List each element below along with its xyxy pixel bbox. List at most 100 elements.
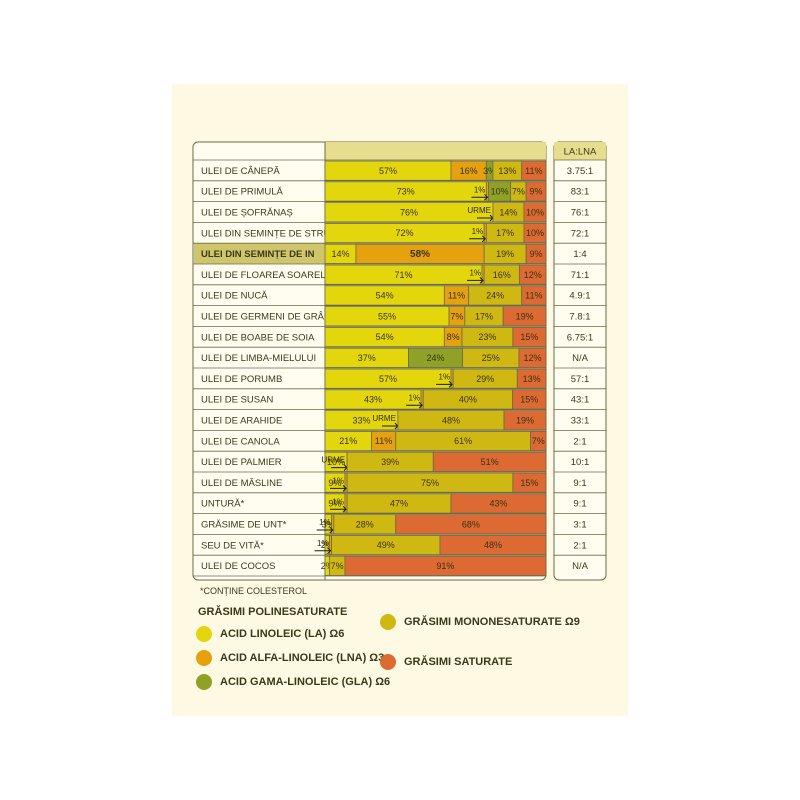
pointer-arrow — [329, 505, 347, 513]
segment-label-mono: 16% — [493, 270, 511, 280]
pointer-arrow — [406, 401, 423, 409]
small-value-label: 1% — [317, 539, 329, 548]
row-label: ULEI DE BOABE DE SOIA — [201, 332, 315, 343]
segment-label-mono: 28% — [356, 519, 374, 529]
segment-label-mono: 49% — [377, 540, 395, 550]
segment-label-gla: 3% — [483, 166, 496, 176]
small-value-label: 1% — [439, 373, 451, 382]
legend-item-la: ACID LINOLEIC (LA) Ω6 — [196, 626, 344, 642]
segment-label-la: 3% — [322, 519, 335, 529]
segment-label-mono: 29% — [476, 374, 494, 384]
ratio-value: 3.75:1 — [567, 166, 593, 177]
segment-label-mono: 7% — [512, 187, 525, 197]
footnote: *CONȚINE COLESTEROL — [200, 586, 308, 596]
pointer-arrow — [436, 381, 453, 388]
bar-segment-sat — [523, 202, 547, 223]
row-label: ULEI DE LIMBA-MIELULUI — [201, 353, 316, 364]
ratio-value: 7.8:1 — [569, 312, 590, 323]
bar-segment-sat — [395, 514, 547, 535]
legend-swatch-sat — [380, 654, 396, 670]
ratio-value: 72:1 — [571, 228, 590, 239]
ratio-value: 1:4 — [573, 249, 586, 260]
ratio-value: 2:1 — [573, 436, 586, 447]
legend-item-sat: GRĂSIMI SATURATE — [380, 654, 512, 670]
segment-label-sat: 11% — [525, 291, 542, 301]
segment-label-lna: 58% — [410, 249, 430, 260]
legend-label-gla: ACID GAMA-LINOLEIC (GLA) Ω6 — [220, 676, 391, 688]
row-label: ULEI DE NUCĂ — [201, 291, 268, 302]
row-label: ULEI DE MĂSLINE — [201, 478, 282, 489]
bar-segment-sat — [344, 555, 547, 576]
ratio-value: 33:1 — [571, 416, 590, 427]
trace-label: URME — [372, 414, 396, 423]
row-label: ULEI DE CANOLA — [201, 436, 280, 447]
row-label: UNTURĂ* — [201, 499, 245, 510]
row-label: ULEI DIN SEMINȚE DE STRUGURI — [201, 228, 354, 239]
row-label: ULEI DE CÂNEPĂ — [201, 166, 280, 177]
segment-label-lna: 8% — [447, 332, 460, 342]
ratio-value: 6.75:1 — [567, 332, 593, 343]
segment-label-sat: 13% — [523, 374, 541, 384]
segment-label-mono: 47% — [390, 499, 408, 509]
segment-label-mono: 23% — [478, 332, 496, 342]
segment-label-la: 2% — [321, 561, 334, 571]
segment-label-la: 54% — [376, 291, 394, 301]
bar-segment-sat — [521, 285, 547, 306]
segment-label-lna: 7% — [450, 311, 463, 321]
segment-label-sat: 9% — [530, 187, 543, 197]
bar-segment-sat — [516, 368, 547, 389]
ratio-value: 43:1 — [571, 395, 590, 406]
segment-label-sat: 19% — [516, 311, 534, 321]
legend-label-lna: ACID ALFA-LINOLEIC (LNA) Ω3 — [220, 652, 385, 664]
segment-label-mono: 7% — [331, 561, 344, 571]
legend-label-mono: GRĂSIMI MONONESATURATE Ω9 — [404, 616, 580, 628]
legend-swatch-lna — [196, 650, 212, 666]
segment-label-mono: 61% — [454, 436, 472, 446]
segment-label-la: 72% — [396, 228, 414, 238]
legend-swatch-mono — [380, 614, 396, 630]
pointer-arrow — [314, 547, 332, 555]
segment-label-lna: 11% — [448, 291, 465, 301]
ratio-value: 83:1 — [571, 187, 590, 198]
bar-segment-sat — [502, 306, 547, 327]
ratio-value: N/A — [572, 353, 589, 364]
bar-segment-sat — [521, 160, 547, 181]
segment-label-gla: 24% — [426, 353, 444, 363]
ratio-value: 10:1 — [571, 457, 590, 468]
trace-label: URME — [467, 206, 491, 215]
segment-label-sat: 10% — [526, 228, 544, 238]
pointer-arrow — [471, 193, 489, 201]
small-value-label: 1% — [474, 185, 486, 194]
row-label: ULEI DE PALMIER — [201, 457, 282, 468]
segment-label-la: 73% — [397, 187, 415, 197]
segment-label-la: 9% — [328, 478, 341, 488]
segment-label-sat: 10% — [526, 207, 544, 217]
segment-label-sat: 12% — [524, 270, 542, 280]
bar-segment-sat — [519, 264, 547, 285]
bar-segment-sat — [512, 326, 547, 348]
ratio-value: 9:1 — [573, 478, 586, 489]
segment-label-mono: 48% — [442, 415, 460, 425]
row-label: GRĂSIME DE UNT* — [201, 520, 287, 531]
segment-label-sat: 15% — [520, 478, 538, 488]
small-value-label: 1% — [332, 477, 344, 486]
bar-segment-sat — [523, 222, 547, 244]
ratio-value: N/A — [572, 561, 589, 572]
trace-label: URME — [322, 456, 346, 465]
row-highlight — [194, 243, 325, 264]
row-label: ULEI DE ARAHIDE — [201, 416, 282, 427]
segment-label-mono: 14% — [499, 207, 517, 217]
bar-segment-sat — [450, 493, 547, 514]
pointer-arrow — [467, 277, 484, 284]
row-label: ULEI DIN SEMINȚE DE IN — [201, 249, 315, 260]
segment-label-la: 55% — [378, 311, 396, 321]
bar-segment-sat — [512, 389, 547, 410]
segment-label-sat: 51% — [481, 457, 499, 467]
pointer-arrow — [316, 526, 334, 534]
legend-swatch-gla — [196, 674, 212, 690]
bar-segment-sat — [530, 430, 547, 452]
segment-label-sat: 48% — [484, 540, 502, 550]
segment-label-la: 43% — [364, 395, 382, 405]
legend-item-mono: GRĂSIMI MONONESATURATE Ω9 — [380, 614, 580, 630]
